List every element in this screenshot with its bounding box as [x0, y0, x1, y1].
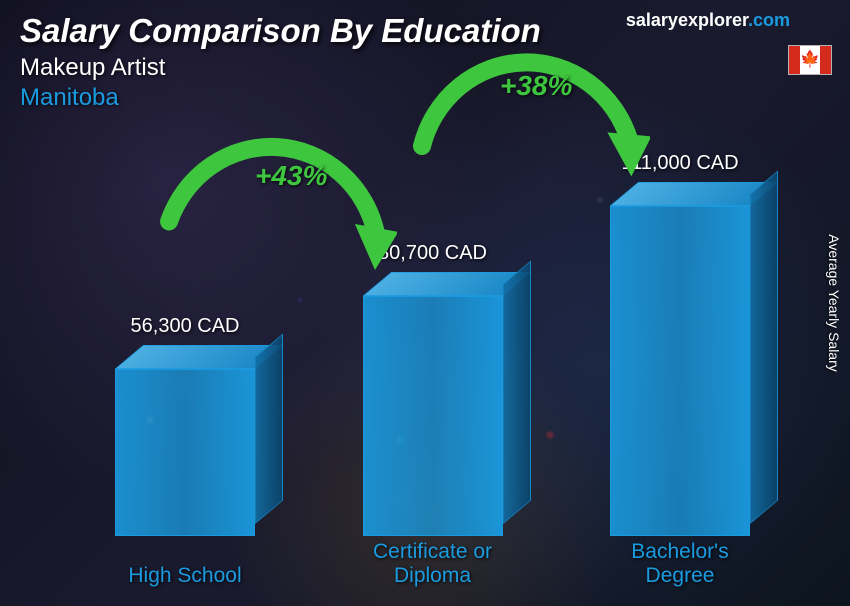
- bar-chart: 56,300 CAD High School 80,700 CAD Certif…: [40, 120, 790, 588]
- bar-front-face: [363, 296, 503, 536]
- flag-canada-icon: 🍁: [788, 45, 832, 75]
- bar-3d: 111,000 CAD: [610, 206, 750, 536]
- bar-value-label: 56,300 CAD: [85, 315, 285, 338]
- maple-leaf-icon: 🍁: [800, 52, 820, 68]
- bar-category-label: Certificate orDiploma: [333, 540, 533, 588]
- bar-front-face: [115, 369, 255, 536]
- bar-side-face: [255, 334, 283, 524]
- increase-percent-label: +43%: [255, 160, 327, 192]
- chart-subtitle-job: Makeup Artist: [20, 54, 830, 82]
- bar-value-label: 111,000 CAD: [580, 152, 780, 175]
- bar-3d: 80,700 CAD: [363, 296, 503, 536]
- bar-side-face: [750, 171, 778, 524]
- bar-value-label: 80,700 CAD: [333, 242, 533, 265]
- increase-percent-label: +38%: [500, 70, 572, 102]
- bar-front-face: [610, 206, 750, 536]
- y-axis-label: Average Yearly Salary: [826, 234, 842, 372]
- bar-3d: 56,300 CAD: [115, 369, 255, 536]
- bar-side-face: [503, 261, 531, 524]
- chart-subtitle-region: Manitoba: [20, 84, 830, 112]
- bar-category-label: High School: [85, 564, 285, 588]
- brand-suffix: .com: [748, 10, 790, 30]
- bar-category-label: Bachelor'sDegree: [580, 540, 780, 588]
- brand-logo: salaryexplorer.com: [626, 10, 790, 31]
- brand-name: salaryexplorer: [626, 10, 748, 30]
